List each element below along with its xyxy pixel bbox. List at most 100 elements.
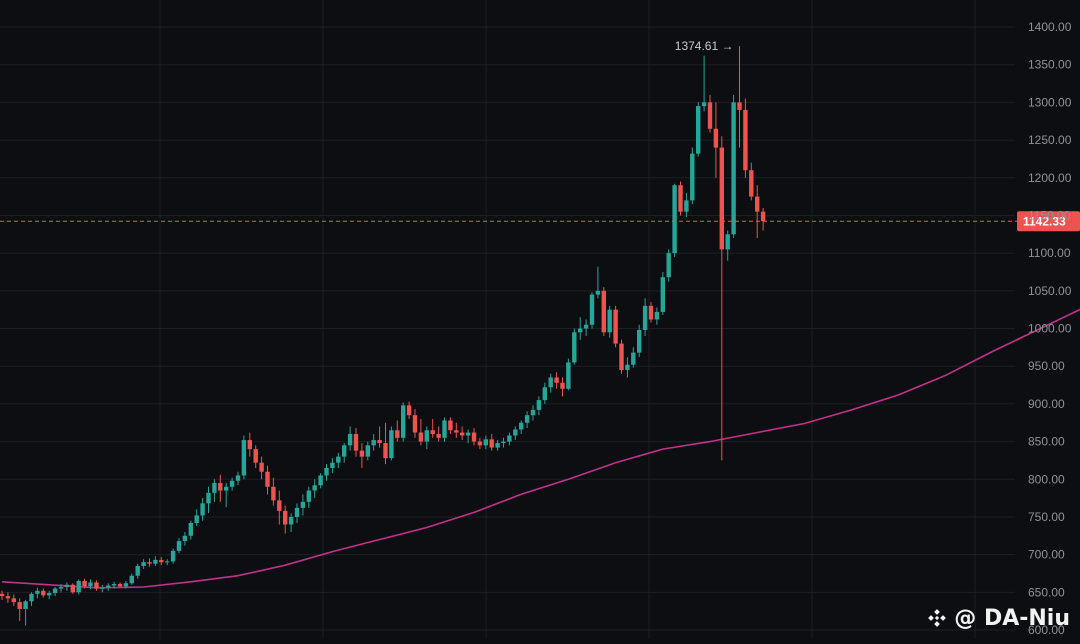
candle-body — [737, 102, 742, 110]
candle-body — [542, 387, 547, 401]
candle — [755, 185, 760, 239]
y-tick-label: 650.00 — [1028, 585, 1065, 599]
candle — [619, 339, 624, 374]
candle-body — [654, 311, 660, 320]
candle-body — [94, 582, 99, 589]
y-tick-label: 1050.00 — [1028, 284, 1072, 298]
candle-body — [637, 330, 642, 353]
candle — [631, 347, 636, 368]
candle — [406, 401, 412, 419]
candle — [41, 588, 46, 598]
candle — [377, 426, 382, 448]
grid-lines — [0, 0, 1015, 639]
candle-body — [548, 377, 553, 388]
candle — [294, 503, 300, 523]
candle — [501, 437, 506, 448]
candle — [495, 440, 500, 451]
candle-body — [595, 290, 601, 295]
candle-body — [306, 490, 311, 502]
candle — [165, 559, 170, 566]
candle-body — [465, 432, 471, 436]
candle — [572, 328, 577, 365]
candle — [283, 505, 288, 534]
y-tick-label: 1400.00 — [1028, 20, 1072, 34]
candle — [418, 418, 424, 446]
candle — [277, 490, 282, 525]
candle-body — [707, 102, 713, 129]
candle — [737, 46, 742, 148]
candle — [235, 471, 241, 486]
candle — [395, 420, 400, 442]
y-tick-label: 900.00 — [1028, 397, 1065, 411]
candle-body — [353, 434, 359, 451]
y-tick-label: 800.00 — [1028, 472, 1065, 486]
candle — [554, 372, 559, 389]
candle-body — [536, 400, 542, 410]
candle-body — [725, 234, 730, 250]
candle — [625, 357, 630, 378]
candle — [17, 598, 22, 621]
candle-body — [660, 277, 665, 312]
candle — [312, 479, 317, 499]
candle — [265, 465, 270, 495]
y-tick-label: 1200.00 — [1028, 171, 1072, 185]
y-tick-label: 1250.00 — [1028, 133, 1072, 147]
last-price-badge — [1017, 211, 1080, 232]
candle — [513, 426, 518, 441]
candle — [129, 573, 134, 585]
candle — [465, 429, 471, 444]
candle — [542, 382, 547, 404]
candle — [696, 102, 701, 157]
candle — [70, 583, 75, 594]
candle-body — [159, 559, 164, 563]
candle-body — [530, 409, 536, 416]
candle — [713, 102, 719, 178]
candle-body — [200, 503, 205, 516]
candle-body — [283, 510, 288, 525]
candle-body — [572, 332, 577, 363]
candle-body — [365, 445, 370, 457]
candle-body — [52, 588, 58, 594]
candle — [94, 580, 99, 591]
candle — [507, 432, 512, 446]
candle — [383, 422, 388, 465]
candle — [424, 426, 429, 450]
price-axis[interactable]: 600.00 650.00 700.00 750.00 800.00 850.00 900.… — [1028, 20, 1072, 637]
candle — [678, 181, 683, 216]
candle — [11, 594, 16, 606]
candle-body — [377, 440, 382, 444]
high-marker-label: 1374.61 → — [675, 39, 734, 53]
candle-body — [35, 590, 40, 594]
candle-body — [448, 420, 453, 431]
candle — [595, 266, 601, 299]
candle — [306, 486, 311, 508]
candle — [578, 317, 583, 340]
candle-body — [684, 200, 689, 212]
candle — [347, 426, 353, 451]
candle — [0, 590, 5, 600]
candle — [454, 422, 459, 438]
candle-body — [690, 153, 695, 201]
candle-body — [342, 445, 347, 457]
candle — [159, 556, 164, 566]
candle — [47, 590, 52, 600]
candle — [288, 513, 294, 533]
candle-body — [749, 170, 754, 197]
candle — [371, 434, 376, 451]
candle-body — [141, 562, 146, 566]
y-tick-label: 600.00 — [1028, 623, 1065, 637]
candle-body — [760, 211, 766, 222]
candle — [642, 298, 648, 337]
candle — [342, 443, 347, 463]
candle — [719, 136, 724, 254]
candle-body — [259, 462, 264, 472]
candle-body — [383, 443, 388, 459]
candle-body — [58, 587, 64, 589]
candle-body — [578, 328, 583, 333]
candle-body — [111, 584, 117, 586]
candle — [5, 592, 11, 603]
candle — [106, 583, 111, 591]
candle — [324, 464, 329, 481]
